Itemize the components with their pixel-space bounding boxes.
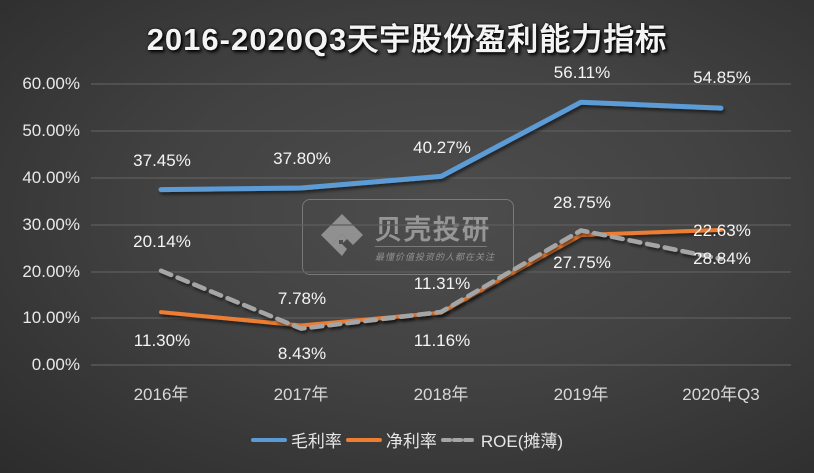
watermark-title: 贝壳投研 — [375, 215, 491, 245]
legend-item-roe[interactable]: ROE(摊薄) — [440, 427, 564, 452]
watermark-logo-icon — [321, 214, 363, 256]
y-tick-60: 60.00% — [22, 74, 80, 93]
y-tick-30: 30.00% — [22, 215, 80, 234]
x-tick-2019: 2019年 — [553, 385, 609, 404]
legend-item-net-margin[interactable]: 净利率 — [345, 427, 437, 452]
x-tick-2018: 2018年 — [413, 385, 469, 404]
legend-item-gross-margin[interactable]: 毛利率 — [250, 427, 342, 452]
label-net-2017: 8.43% — [277, 344, 327, 363]
legend-swatch-dashed-gray-icon — [440, 437, 477, 442]
y-tick-10: 10.00% — [22, 308, 80, 327]
label-roe-2019: 28.75% — [553, 193, 611, 212]
label-gross-2020q3: 54.85% — [693, 68, 751, 87]
label-roe-2018: 11.31% — [413, 274, 471, 293]
label-2020q3-upper: 22.63% — [693, 221, 751, 240]
label-roe-2016: 20.14% — [133, 232, 191, 251]
watermark-subtitle: 最懂价值投资的人都在关注 — [375, 252, 496, 262]
label-net-2019: 27.75% — [553, 253, 611, 272]
label-gross-2019: 56.11% — [553, 63, 611, 82]
legend-label: ROE(摊薄) — [480, 432, 564, 451]
legend-label: 毛利率 — [290, 432, 342, 451]
label-gross-2017: 37.80% — [273, 149, 331, 168]
legend-label: 净利率 — [385, 432, 437, 451]
y-tick-20: 20.00% — [22, 262, 80, 281]
x-tick-2020q3: 2020年Q3 — [682, 385, 760, 404]
label-net-2016: 11.30% — [133, 331, 191, 350]
label-2020q3-lower: 28.84% — [693, 249, 751, 268]
chart-title: 2016-2020Q3天宇股份盈利能力指标 — [146, 22, 668, 57]
gridlines — [91, 83, 791, 366]
x-tick-2017: 2017年 — [273, 385, 329, 404]
y-tick-40: 40.00% — [22, 168, 80, 187]
legend-swatch-orange-icon — [345, 437, 382, 442]
label-net-2018: 11.16% — [413, 331, 471, 350]
legend-swatch-blue-icon — [250, 437, 287, 442]
legend: 毛利率 净利率 ROE(摊薄) — [0, 427, 814, 452]
label-gross-2018: 40.27% — [413, 138, 471, 157]
x-tick-2016: 2016年 — [133, 385, 189, 404]
series-gross-margin — [158, 99, 724, 193]
watermark: 贝壳投研 最懂价值投资的人都在关注 — [302, 199, 514, 275]
label-roe-2017: 7.78% — [277, 289, 327, 308]
label-gross-2016: 37.45% — [133, 151, 191, 170]
watermark-divider — [375, 246, 487, 247]
y-tick-0: 0.00% — [31, 355, 80, 374]
y-tick-50: 50.00% — [22, 121, 80, 140]
series-roe — [158, 228, 724, 331]
